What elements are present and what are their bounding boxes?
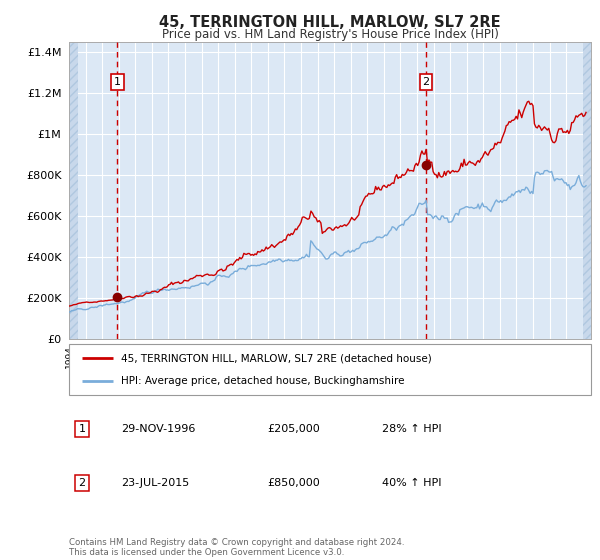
Bar xyxy=(583,42,591,339)
Text: 45, TERRINGTON HILL, MARLOW, SL7 2RE: 45, TERRINGTON HILL, MARLOW, SL7 2RE xyxy=(159,15,501,30)
Text: 2: 2 xyxy=(422,77,430,87)
Text: Price paid vs. HM Land Registry's House Price Index (HPI): Price paid vs. HM Land Registry's House … xyxy=(161,28,499,41)
Bar xyxy=(69,42,78,339)
Text: HPI: Average price, detached house, Buckinghamshire: HPI: Average price, detached house, Buck… xyxy=(121,376,404,386)
FancyBboxPatch shape xyxy=(69,344,591,395)
Text: 40% ↑ HPI: 40% ↑ HPI xyxy=(382,478,442,488)
Text: 23-JUL-2015: 23-JUL-2015 xyxy=(121,478,190,488)
Text: 1: 1 xyxy=(79,424,86,434)
Text: 2: 2 xyxy=(79,478,86,488)
Text: Contains HM Land Registry data © Crown copyright and database right 2024.
This d: Contains HM Land Registry data © Crown c… xyxy=(69,538,404,557)
Text: 45, TERRINGTON HILL, MARLOW, SL7 2RE (detached house): 45, TERRINGTON HILL, MARLOW, SL7 2RE (de… xyxy=(121,353,432,363)
Text: £205,000: £205,000 xyxy=(268,424,320,434)
Text: 29-NOV-1996: 29-NOV-1996 xyxy=(121,424,196,434)
Text: 1: 1 xyxy=(114,77,121,87)
Text: 28% ↑ HPI: 28% ↑ HPI xyxy=(382,424,442,434)
Text: £850,000: £850,000 xyxy=(268,478,320,488)
